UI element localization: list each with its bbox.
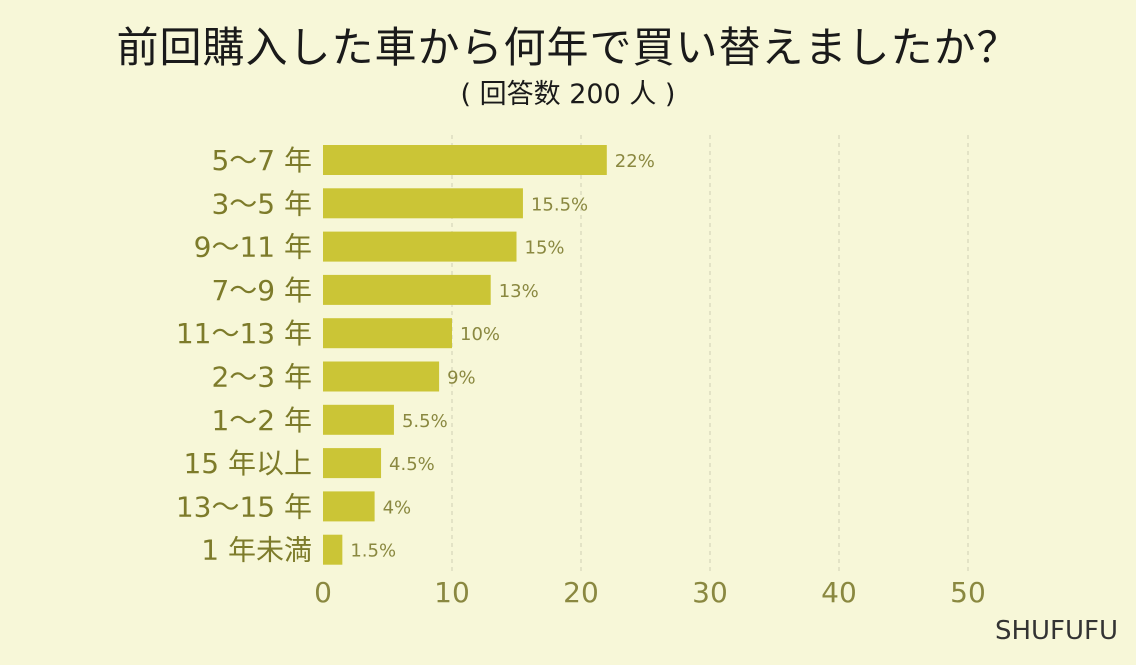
bar: [323, 534, 343, 565]
bar: [323, 361, 440, 392]
category-label: 1～2 年: [211, 404, 312, 437]
bar: [323, 318, 452, 349]
bar: [323, 231, 517, 262]
value-label: 4%: [383, 497, 412, 518]
category-label: 7～9 年: [211, 274, 312, 307]
category-label: 11～13 年: [176, 317, 312, 350]
chart-title: 前回購入した車から何年で買い替えましたか？: [116, 23, 1020, 72]
brand-logo-text: SHUFUFU: [994, 616, 1118, 646]
value-label: 1.5%: [350, 541, 396, 562]
x-tick-label: 0: [314, 576, 332, 609]
x-tick-label: 40: [821, 576, 857, 609]
bar: [323, 188, 523, 219]
value-label: 4.5%: [389, 454, 435, 475]
labels: 0 10 20 30 40 50 5～7 年 22% 3～5 年 15.5% 9～11 年 15% 7～…: [176, 144, 986, 609]
x-tick-label: 10: [434, 576, 470, 609]
category-label: 2～3 年: [211, 361, 312, 394]
value-label: 5.5%: [402, 411, 448, 432]
category-label: 1 年未満: [201, 534, 312, 567]
value-label: 9%: [447, 368, 476, 389]
x-tick-label: 50: [950, 576, 986, 609]
bars: [323, 145, 607, 565]
bar: [323, 448, 382, 479]
bar: [323, 274, 491, 305]
bar: [323, 404, 394, 435]
category-label: 5～7 年: [211, 144, 312, 177]
category-label: 9～11 年: [194, 231, 312, 264]
value-label: 10%: [460, 324, 500, 345]
x-tick-label: 20: [563, 576, 599, 609]
chart-subtitle: ( 回答数 200 人 ): [460, 79, 676, 110]
bar: [323, 145, 607, 175]
value-label: 22%: [615, 151, 655, 172]
value-label: 15.5%: [531, 194, 588, 215]
value-label: 13%: [499, 281, 539, 302]
category-label: 15 年以上: [183, 447, 312, 480]
grid-lines: [451, 135, 969, 572]
bar: [323, 491, 375, 522]
category-label: 13～15 年: [176, 490, 312, 523]
value-label: 15%: [525, 238, 565, 259]
x-tick-label: 30: [692, 576, 728, 609]
category-label: 3～5 年: [211, 187, 312, 220]
